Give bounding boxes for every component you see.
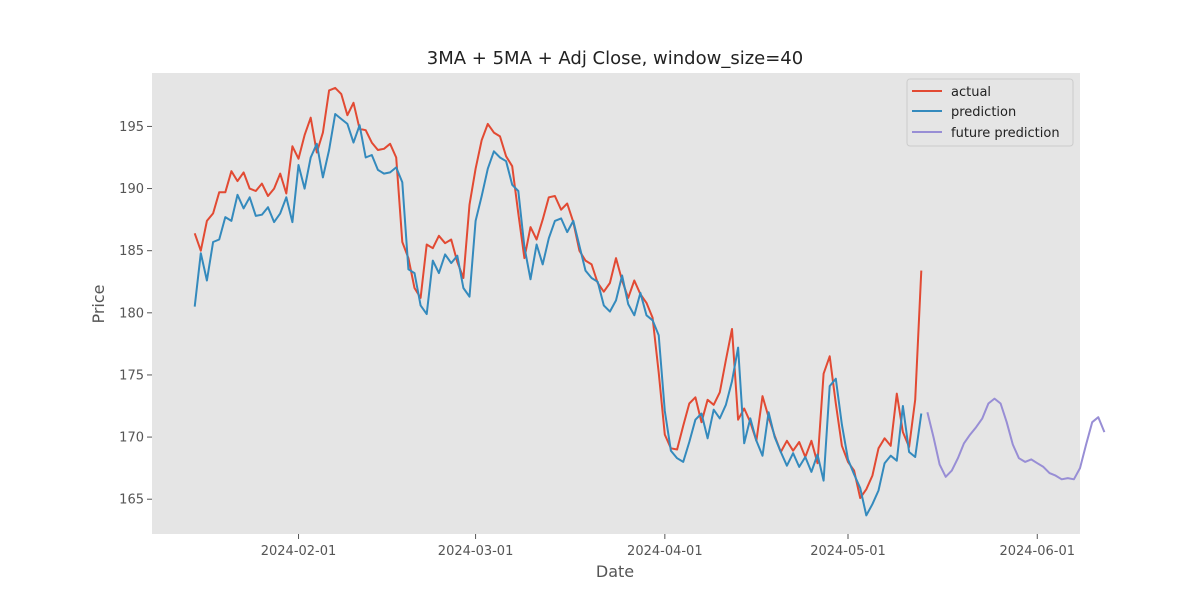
legend-box: [906, 78, 1074, 147]
y-tick-label: 175: [119, 368, 144, 383]
y-tick-label: 180: [119, 306, 144, 321]
series-line-prediction: [193, 113, 923, 517]
legend-label-future-prediction: future prediction: [951, 126, 1060, 141]
y-tick-label: 170: [119, 431, 144, 446]
legend: actual prediction future prediction: [906, 78, 1074, 147]
plot-area: [152, 73, 1080, 534]
y-axis-ticks: 165 170 175 180 185 190 195: [119, 120, 152, 508]
x-tick-label: 2024-04-01: [627, 544, 703, 559]
y-tick-label: 165: [119, 493, 144, 508]
x-tick-label: 2024-02-01: [261, 544, 337, 559]
x-axis-label: Date: [596, 562, 634, 581]
chart-title: 3MA + 5MA + Adj Close, window_size=40: [427, 48, 803, 69]
y-tick-label: 195: [119, 120, 144, 135]
x-axis-ticks: 2024-02-01 2024-03-01 2024-04-01 2024-05-01…: [261, 534, 1075, 559]
y-tick-label: 185: [119, 244, 144, 259]
y-tick-label: 190: [119, 182, 144, 197]
legend-label-prediction: prediction: [951, 105, 1016, 120]
y-axis-label: Price: [89, 284, 108, 323]
series-lines: [193, 86, 1106, 517]
series-line-future-prediction: [926, 397, 1106, 481]
x-tick-label: 2024-05-01: [810, 544, 886, 559]
legend-label-actual: actual: [951, 85, 991, 100]
x-tick-label: 2024-03-01: [438, 544, 514, 559]
x-tick-label: 2024-06-01: [999, 544, 1075, 559]
